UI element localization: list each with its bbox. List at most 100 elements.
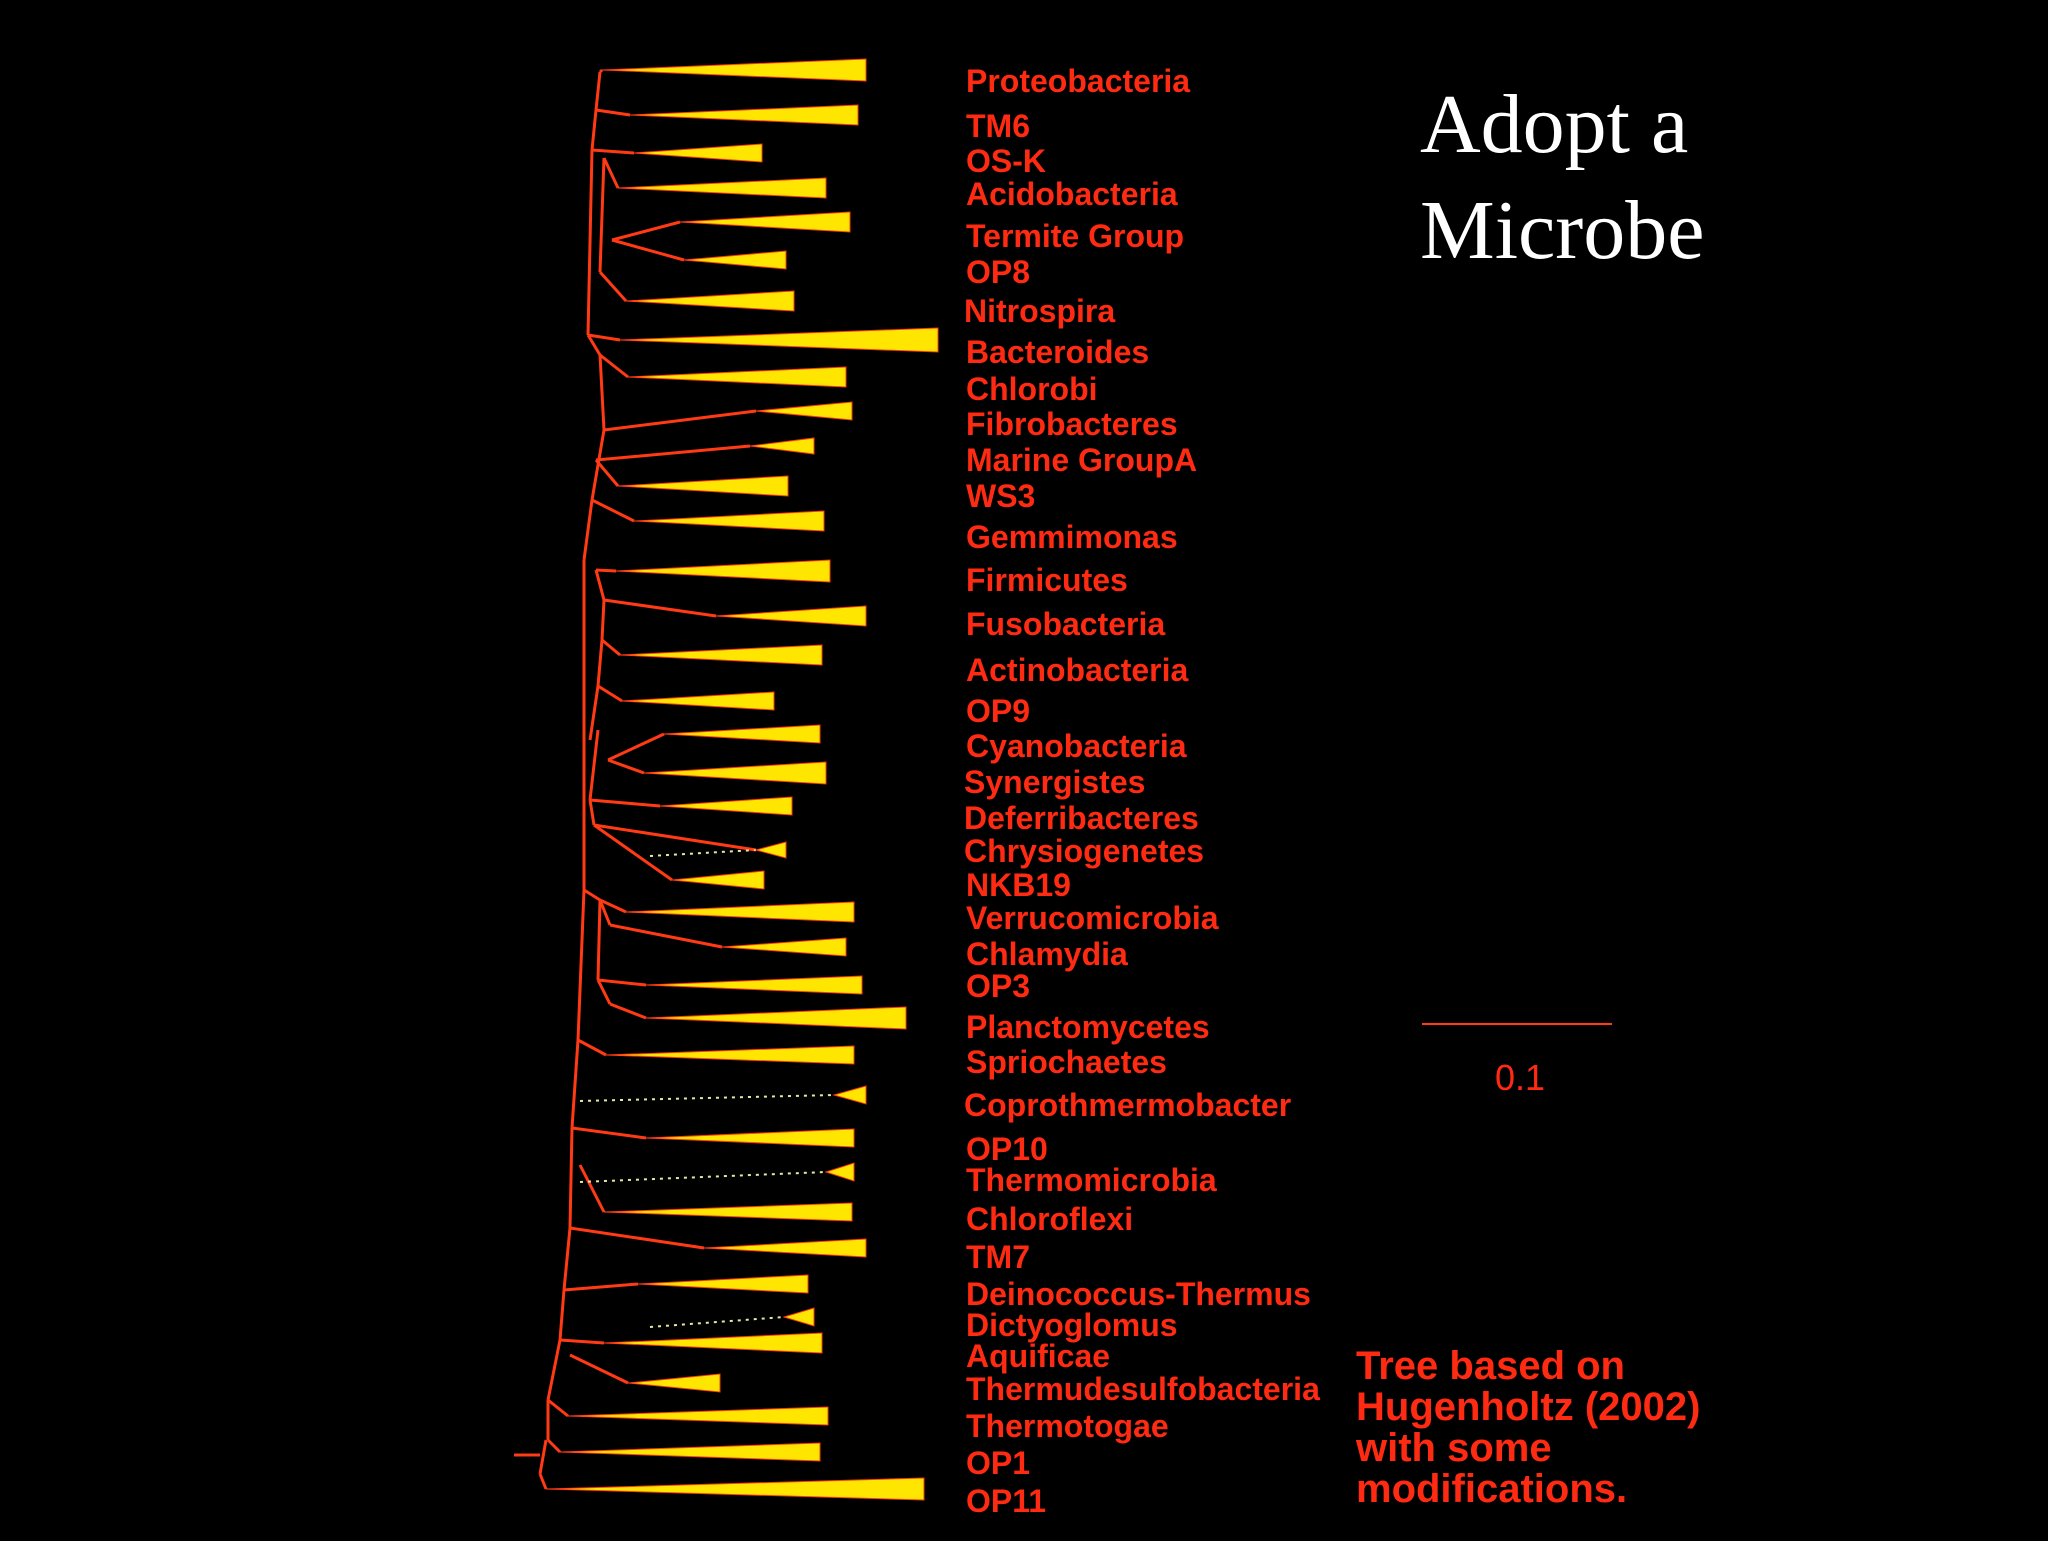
tree-branch — [593, 823, 757, 852]
tree-branch — [576, 889, 586, 1041]
clade-wedge — [721, 937, 847, 957]
clade-wedge — [619, 644, 823, 666]
dashed-leader — [649, 849, 757, 857]
tree-branch — [588, 729, 600, 801]
tree-branch — [611, 238, 685, 262]
taxon-label: Fusobacteria — [966, 606, 1165, 642]
taxon-label: Termite Group — [966, 218, 1184, 254]
clade-wedge — [627, 1373, 721, 1393]
slide-title: Adopt a Microbe — [1420, 72, 1705, 284]
credit-line: with some — [1356, 1426, 1552, 1470]
tree-branch — [596, 979, 612, 1005]
tree-branch — [598, 157, 606, 273]
tree-branch — [599, 898, 627, 914]
clade-wedge — [567, 1406, 829, 1426]
tree-branch — [591, 498, 635, 523]
clade-wedge — [633, 510, 825, 532]
tree-branch — [595, 108, 631, 117]
clade-wedge — [615, 559, 831, 583]
clade-wedge — [755, 401, 853, 421]
clade-wedge — [663, 724, 821, 744]
tree-branch — [609, 1002, 647, 1020]
tree-branch — [595, 568, 617, 573]
clade-wedge — [603, 1332, 823, 1354]
tree-branch — [570, 1039, 580, 1129]
tree-branch — [571, 1126, 647, 1140]
tree-branch — [569, 1353, 629, 1385]
taxon-label: Synergistes — [964, 764, 1145, 800]
taxon-label: Fibrobacteres — [966, 406, 1178, 442]
clade-wedge — [627, 366, 847, 388]
tree-branch — [602, 157, 620, 189]
taxon-label: Thermudesulfobacteria — [966, 1371, 1320, 1407]
taxon-label: Spriochaetes — [966, 1044, 1167, 1080]
tree-branch — [547, 1398, 569, 1418]
taxon-label: OS-K — [966, 143, 1046, 179]
tree-branch — [594, 459, 620, 487]
tree-branch — [563, 1282, 639, 1292]
taxon-label: Cyanobacteria — [966, 728, 1187, 764]
tree-branch — [611, 220, 681, 242]
tree-branch — [578, 1164, 606, 1213]
tree-branch — [538, 1439, 548, 1475]
tree-branch — [546, 1339, 562, 1401]
tree-branch — [588, 799, 596, 826]
clade-wedge — [601, 58, 867, 82]
clade-wedge — [559, 1442, 821, 1462]
tree-branch — [568, 1127, 574, 1229]
taxon-label: Firmicutes — [966, 562, 1128, 598]
taxon-label: Proteobacteria — [966, 63, 1190, 99]
taxon-label: OP9 — [966, 693, 1030, 729]
taxon-label: Chrysiogenetes — [964, 833, 1204, 869]
title-line: Microbe — [1420, 184, 1705, 277]
dashed-leader — [579, 1094, 835, 1102]
tree-branch — [594, 569, 606, 601]
clade-wedges — [545, 58, 939, 1501]
clade-wedge — [625, 290, 795, 312]
tree-branch — [582, 499, 594, 561]
clade-wedge — [715, 605, 867, 627]
taxon-label: OP11 — [966, 1483, 1046, 1519]
clade-wedge — [605, 1045, 855, 1065]
clade-wedge — [703, 1238, 867, 1258]
tree-branch — [603, 409, 757, 432]
tree-branch — [586, 149, 594, 336]
taxon-label: Thermotogae — [966, 1408, 1169, 1444]
tree-branch — [599, 353, 629, 379]
tree-branch — [597, 684, 623, 703]
tree-branch — [595, 444, 751, 462]
clade-wedge — [754, 841, 787, 859]
clade-wedge — [824, 1162, 855, 1182]
taxon-label: OP3 — [966, 968, 1030, 1004]
clade-wedge — [645, 975, 863, 995]
tree-branch — [538, 1473, 548, 1490]
clade-wedge — [643, 761, 827, 785]
tree-branch — [588, 685, 600, 741]
taxon-label: Coprothmermobacter — [964, 1087, 1291, 1123]
tree-branch — [590, 429, 606, 501]
tree-branch — [598, 899, 612, 926]
taxon-label: Verrucomicrobia — [966, 900, 1219, 936]
tree-branch — [587, 333, 621, 342]
taxon-label: Planctomycetes — [966, 1009, 1210, 1045]
credit-line: Tree based on — [1356, 1344, 1625, 1388]
credit-line: modifications. — [1356, 1467, 1628, 1511]
tree-branch — [569, 1226, 705, 1250]
clade-wedge — [621, 691, 775, 711]
credit-line: Hugenholtz (2002) — [1356, 1385, 1701, 1429]
tree-branch — [583, 888, 601, 902]
dashed-leader — [579, 1171, 827, 1183]
taxon-label: TM6 — [966, 108, 1030, 144]
scale-bar-label: 0.1 — [1495, 1057, 1545, 1098]
tree-branch — [607, 732, 665, 762]
clade-wedge — [645, 1128, 855, 1148]
taxon-label: Acidobacteria — [966, 176, 1178, 212]
clade-wedge — [659, 796, 793, 816]
taxon-label: WS3 — [966, 478, 1035, 514]
tree-branch — [596, 899, 602, 981]
clade-wedge — [629, 104, 859, 126]
taxon-label: NKB19 — [966, 867, 1071, 903]
tree-branch — [590, 109, 598, 151]
